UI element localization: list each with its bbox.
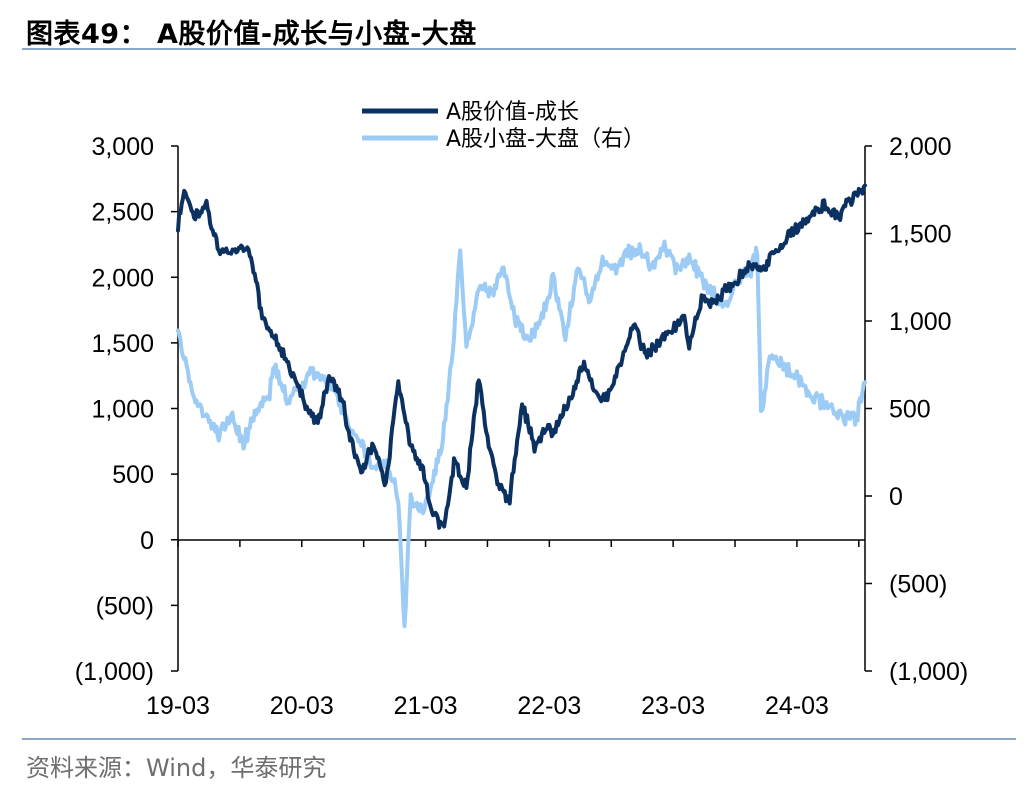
top-divider [22, 48, 1016, 50]
series-line-value-growth [176, 183, 867, 530]
right-tick-label: 0 [889, 483, 903, 511]
left-tick-label: 2,000 [91, 264, 154, 292]
x-tick-label: 23-03 [641, 692, 705, 720]
series-line-small-large [176, 239, 867, 629]
left-tick-label: 1,000 [91, 396, 154, 424]
bottom-divider [22, 738, 1016, 740]
right-tick-label: (500) [889, 571, 947, 599]
left-tick-label: 3,000 [91, 133, 154, 161]
chart-title: 图表49： A股价值-成长与小盘-大盘 [26, 19, 477, 50]
right-tick-label: 500 [889, 396, 931, 424]
right-tick-label: 2,000 [889, 133, 952, 161]
legend-label-2: A股小盘-大盘（右） [446, 127, 645, 152]
left-tick-label: 0 [140, 527, 154, 555]
x-tick-label: 22-03 [517, 692, 581, 720]
right-tick-label: 1,000 [889, 308, 952, 336]
right-tick-label: (1,000) [889, 658, 968, 686]
right-tick-label: 1,500 [889, 221, 952, 249]
left-tick-label: 500 [112, 461, 154, 489]
left-tick-label: 1,500 [91, 330, 154, 358]
x-tick-label: 24-03 [765, 692, 829, 720]
source-note: 资料来源：Wind，华泰研究 [26, 754, 327, 782]
x-tick-label: 20-03 [270, 692, 334, 720]
x-tick-label: 21-03 [394, 692, 458, 720]
left-tick-label: (1,000) [75, 658, 154, 686]
left-tick-label: (500) [96, 592, 154, 620]
left-tick-label: 2,500 [91, 199, 154, 227]
legend-label-1: A股价值-成长 [446, 100, 579, 125]
x-tick-label: 19-03 [146, 692, 210, 720]
